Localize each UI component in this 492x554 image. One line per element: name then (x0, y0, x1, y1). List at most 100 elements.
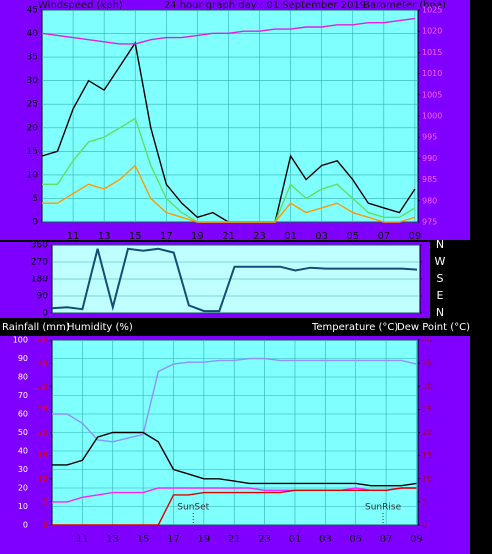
y2-tick-label: 995 (422, 133, 437, 142)
y3-tick-label: 15 (38, 451, 48, 460)
y3-tick-label: 0 (43, 521, 48, 530)
y2-label: Barometer (hpa) (363, 0, 446, 11)
y-tick-label: 5 (32, 194, 38, 204)
y-tick-label: 10 (27, 170, 39, 180)
series-line (52, 487, 417, 526)
y-tick-label: 50 (18, 428, 28, 437)
y-label: Humidity (%) (67, 322, 133, 333)
y-tick-label: 90 (18, 354, 28, 363)
y2-tick-label: 0 (422, 521, 427, 530)
y3-tick-label: 25 (38, 405, 48, 414)
series-line (51, 247, 418, 313)
y-tick-label: 35 (27, 53, 38, 63)
x-tick-label: 23 (258, 534, 271, 545)
y-tick-label: 40 (27, 29, 39, 39)
y3-tick-label: 40 (38, 336, 48, 345)
y-tick-label: 80 (18, 373, 28, 382)
x-tick-label: 13 (98, 231, 111, 242)
x-tick-label: 21 (222, 231, 235, 242)
x-tick-label: 09 (410, 534, 423, 545)
y2-label: Dew Point (°C) (397, 322, 470, 333)
x-tick-label: 15 (137, 534, 150, 545)
y2-tick-label: 990 (422, 154, 437, 163)
y2-tick-label: W (435, 255, 446, 268)
y-tick-label: 0 (23, 521, 28, 530)
plot-area (41, 9, 419, 223)
x-tick-label: 17 (160, 231, 173, 242)
y-tick-label: 180 (31, 275, 48, 285)
y-tick-label: 100 (13, 336, 28, 345)
x-tick-label: 07 (377, 231, 390, 242)
y2-tick-label: N (436, 238, 444, 251)
y-tick-label: 270 (31, 258, 48, 268)
x-tick-label: 05 (346, 231, 359, 242)
x-tick-label: 01 (284, 231, 297, 242)
y-tick-label: 40 (18, 447, 28, 456)
y-tick-label: 15 (27, 147, 38, 157)
y2-tick-label: E (437, 289, 444, 302)
y-tick-label: 360 (31, 241, 48, 251)
y3-label: Rainfall (mm) (2, 322, 70, 333)
y2-tick-label: 25 (422, 405, 432, 414)
y3-tick-label: 30 (38, 382, 48, 391)
series-line (42, 164, 416, 223)
y2-tick-label: 15 (422, 451, 432, 460)
y-tick-label: 25 (27, 100, 38, 110)
y-tick-label: 60 (18, 410, 28, 419)
y2-tick-label: 30 (422, 382, 432, 391)
y3-tick-label: 10 (38, 474, 48, 483)
x-tick-label: 05 (349, 534, 362, 545)
y-tick-label: 20 (27, 123, 39, 133)
x-tick-label: 19 (191, 231, 204, 242)
y2-tick-label: 35 (422, 359, 432, 368)
y2-tick-label: 1020 (422, 27, 442, 36)
y-label: Windspeed (kph) (38, 0, 123, 11)
x-tick-label: 01 (289, 534, 302, 545)
y2-tick-label: 1010 (422, 69, 442, 78)
x-tick-label: 15 (129, 231, 142, 242)
y2-tick-label: 1025 (422, 6, 442, 15)
y2-tick-label: 1000 (422, 112, 442, 121)
y-tick-label: 70 (18, 391, 28, 400)
y2-tick-label: 20 (422, 428, 432, 437)
x-tick-label: 09 (409, 231, 422, 242)
y-tick-label: 20 (18, 484, 28, 493)
x-tick-label: 11 (67, 231, 80, 242)
y2-tick-label: N (436, 306, 444, 319)
y3-tick-label: 20 (38, 428, 48, 437)
series-line (41, 17, 415, 45)
x-tick-label: 03 (315, 231, 328, 242)
annotation: SunSet (177, 503, 209, 513)
y3-tick-label: 5 (43, 497, 48, 506)
series-line (52, 487, 417, 503)
series-line (52, 357, 417, 443)
annotation: SunRise (365, 503, 402, 513)
y2-label: Temperature (°C) (311, 322, 398, 333)
x-tick-label: 17 (167, 534, 180, 545)
chart: 0102030405060708090100051015202530354005… (13, 336, 432, 546)
x-tick-label: 03 (319, 534, 332, 545)
y2-tick-label: S (437, 272, 444, 285)
y2-tick-label: 1005 (422, 90, 442, 99)
x-tick-label: 19 (198, 534, 211, 545)
series-line (52, 431, 417, 487)
chart-title: 24 hour graph day : 01 September 2019 (164, 0, 366, 11)
y2-tick-label: 40 (422, 336, 432, 345)
x-tick-label: 11 (76, 534, 89, 545)
y2-tick-label: 5 (422, 497, 427, 506)
x-tick-label: 13 (106, 534, 119, 545)
y-tick-label: 30 (27, 76, 39, 86)
y-tick-label: 90 (37, 292, 49, 302)
chart: 0510152025303540459759809859909951000100… (27, 6, 443, 243)
y-tick-label: 0 (32, 218, 38, 228)
y-tick-label: 0 (42, 309, 48, 319)
y2-tick-label: 980 (422, 196, 437, 205)
y-tick-label: 10 (18, 502, 28, 511)
y2-tick-label: 1015 (422, 48, 442, 57)
x-tick-label: 21 (228, 534, 241, 545)
y-tick-label: 45 (27, 6, 38, 16)
y3-tick-label: 35 (38, 359, 48, 368)
y2-tick-label: 10 (422, 474, 432, 483)
